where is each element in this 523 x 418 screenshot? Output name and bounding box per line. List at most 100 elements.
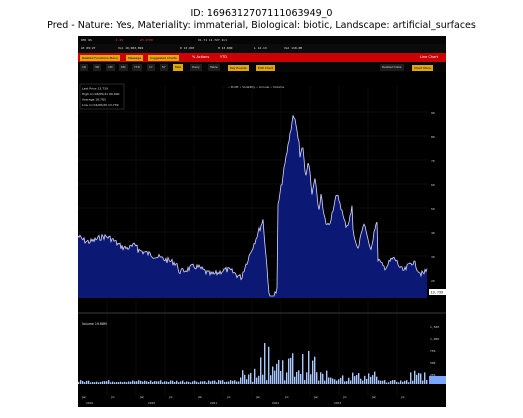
volume-bar — [82, 381, 84, 384]
volume-bar — [166, 381, 168, 384]
volume-bar — [114, 382, 116, 384]
volume-bar — [300, 374, 302, 384]
volume-axis-tick: 1,000 — [430, 337, 439, 341]
key-events-chip[interactable]: Key Events — [228, 64, 249, 71]
volume-bar — [420, 373, 422, 384]
price-axis-tick: 80 — [431, 135, 435, 139]
volume-bar — [160, 380, 162, 384]
range-ytd-button[interactable]: YTD — [132, 64, 142, 71]
last-price-tag — [429, 289, 446, 295]
volume-bar — [138, 380, 140, 384]
range-6m-button[interactable]: 6M — [119, 64, 128, 71]
price-axis-tick: 30 — [431, 255, 435, 259]
volume-bar — [192, 381, 194, 384]
volume-bar — [242, 370, 244, 384]
volume-bar — [88, 380, 90, 384]
volume-bar — [424, 372, 426, 384]
stat-high: H 13.890 — [218, 46, 233, 50]
price-axis-tick: 40 — [431, 231, 435, 235]
stat-open: 0 13.997 — [180, 46, 195, 50]
volume-bar — [190, 382, 192, 384]
range-1d-button[interactable]: 1D — [80, 64, 89, 71]
range-1m-button[interactable]: 1M — [106, 64, 115, 71]
volume-bar — [358, 373, 360, 384]
volume-bar — [212, 380, 214, 384]
volume-bar — [236, 381, 238, 384]
volume-bar — [324, 380, 326, 384]
volume-bar — [118, 382, 120, 384]
volume-bar — [326, 370, 328, 384]
volume-bar — [284, 380, 286, 384]
volume-bar — [318, 380, 320, 384]
legend-low: Low on 04/06/20 13.739 — [82, 103, 119, 107]
range-5y-button[interactable]: 5Y — [160, 64, 168, 71]
time-axis-tick: Jan — [371, 395, 377, 399]
time-axis-tick: Jul — [168, 395, 173, 399]
suggested-charts-chip[interactable]: Suggested Charts — [148, 54, 179, 61]
volume-bar — [250, 372, 252, 384]
year-axis-tick: 2019 — [86, 401, 93, 405]
volume-bar — [84, 382, 86, 384]
time-axis-tick: Jan — [139, 395, 145, 399]
price-line — [78, 115, 428, 297]
volume-bar — [256, 377, 258, 384]
volume-bar — [104, 381, 106, 384]
volume-bar — [102, 381, 104, 384]
range-max-button[interactable]: Max — [173, 64, 184, 71]
volume-bar — [368, 373, 370, 384]
time-axis-tick: Jan — [255, 395, 261, 399]
volume-bar — [170, 380, 172, 384]
volume-bar — [86, 380, 88, 384]
volume-bar — [394, 380, 396, 384]
volume-bar — [80, 380, 82, 384]
volume-bar — [370, 376, 372, 384]
volume-bar — [334, 379, 336, 384]
message-chip[interactable]: Message — [126, 54, 144, 61]
volume-bar — [220, 380, 222, 384]
volume-bars — [78, 343, 428, 384]
volume-bar — [402, 381, 404, 384]
chart-menu-chip[interactable]: Chart Menu — [412, 64, 434, 71]
volume-bar — [298, 370, 300, 384]
volume-bar — [384, 380, 386, 384]
volume-bar — [400, 380, 402, 384]
volume-bar — [134, 381, 136, 384]
price-change: -1.49 — [114, 38, 124, 42]
volume-bar — [222, 380, 224, 384]
volume-bar — [404, 380, 406, 384]
ticker[interactable]: IMC US — [81, 38, 92, 42]
volume-bar — [178, 382, 180, 384]
volume-bar — [200, 381, 202, 384]
time-axis-tick: Jul — [226, 395, 231, 399]
legend-high: High on 06/05/21 99.000 — [82, 92, 120, 96]
volume-bar — [346, 381, 348, 384]
volume-bar — [330, 377, 332, 384]
period-select[interactable]: Daily — [190, 64, 202, 71]
range-3d-button[interactable]: 3D — [93, 64, 102, 71]
related-functions-chip[interactable]: Related Functions Menu — [80, 54, 120, 61]
volume-bar — [184, 382, 186, 384]
range-1y-button[interactable]: 1Y — [147, 64, 155, 71]
volume-bar — [348, 377, 350, 384]
table-button[interactable]: Table — [208, 64, 220, 71]
ytd-label[interactable]: YTD — [220, 55, 227, 59]
volume-bar — [126, 382, 128, 384]
volume-bar — [320, 372, 322, 384]
edit-chart-chip[interactable]: Edit Chart — [256, 64, 276, 71]
volume-bar — [246, 379, 248, 384]
volume-bar — [264, 343, 266, 384]
actions-label[interactable]: % Actions — [192, 55, 210, 59]
related-data-select[interactable]: Related Data — [380, 64, 404, 71]
volume-bar — [94, 382, 96, 384]
volume-bar — [390, 380, 392, 384]
chart-type-label[interactable]: Line Chart — [420, 55, 439, 59]
volume-bar — [274, 370, 276, 384]
volume-bar — [362, 380, 364, 384]
volume-bar — [380, 380, 382, 384]
volume-axis-tick: 1,500 — [430, 325, 439, 329]
volume-bar — [414, 370, 416, 384]
price-axis: 90 80 70 60 50 40 30 20 — [431, 111, 435, 283]
function-bar: Related Functions Menu Message Suggested… — [78, 53, 446, 62]
volume-bar — [150, 380, 152, 384]
price-volume-chart[interactable]: 13.739 Last Price 13.739 High on 06/05/2… — [78, 36, 446, 407]
